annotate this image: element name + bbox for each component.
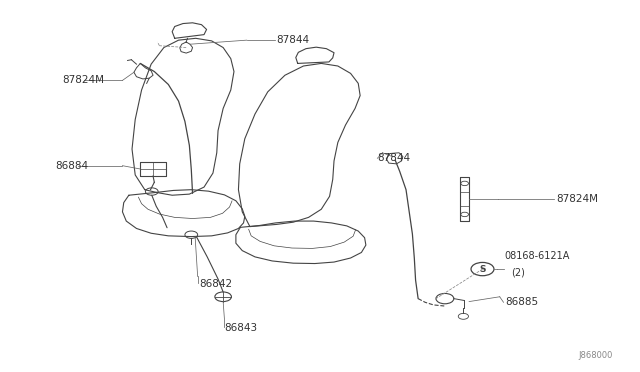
Text: S: S [479, 264, 486, 273]
Text: (2): (2) [511, 268, 525, 278]
Text: 86842: 86842 [199, 279, 232, 289]
Text: 87824M: 87824M [556, 194, 598, 204]
Text: 87844: 87844 [378, 153, 410, 163]
Text: 86884: 86884 [56, 161, 89, 171]
Text: 87824M: 87824M [62, 76, 104, 86]
Text: 86843: 86843 [225, 323, 257, 333]
Text: 86885: 86885 [505, 297, 538, 307]
Text: 08168-6121A: 08168-6121A [505, 251, 570, 261]
Text: J868000: J868000 [579, 350, 613, 359]
Text: 87844: 87844 [276, 35, 310, 45]
